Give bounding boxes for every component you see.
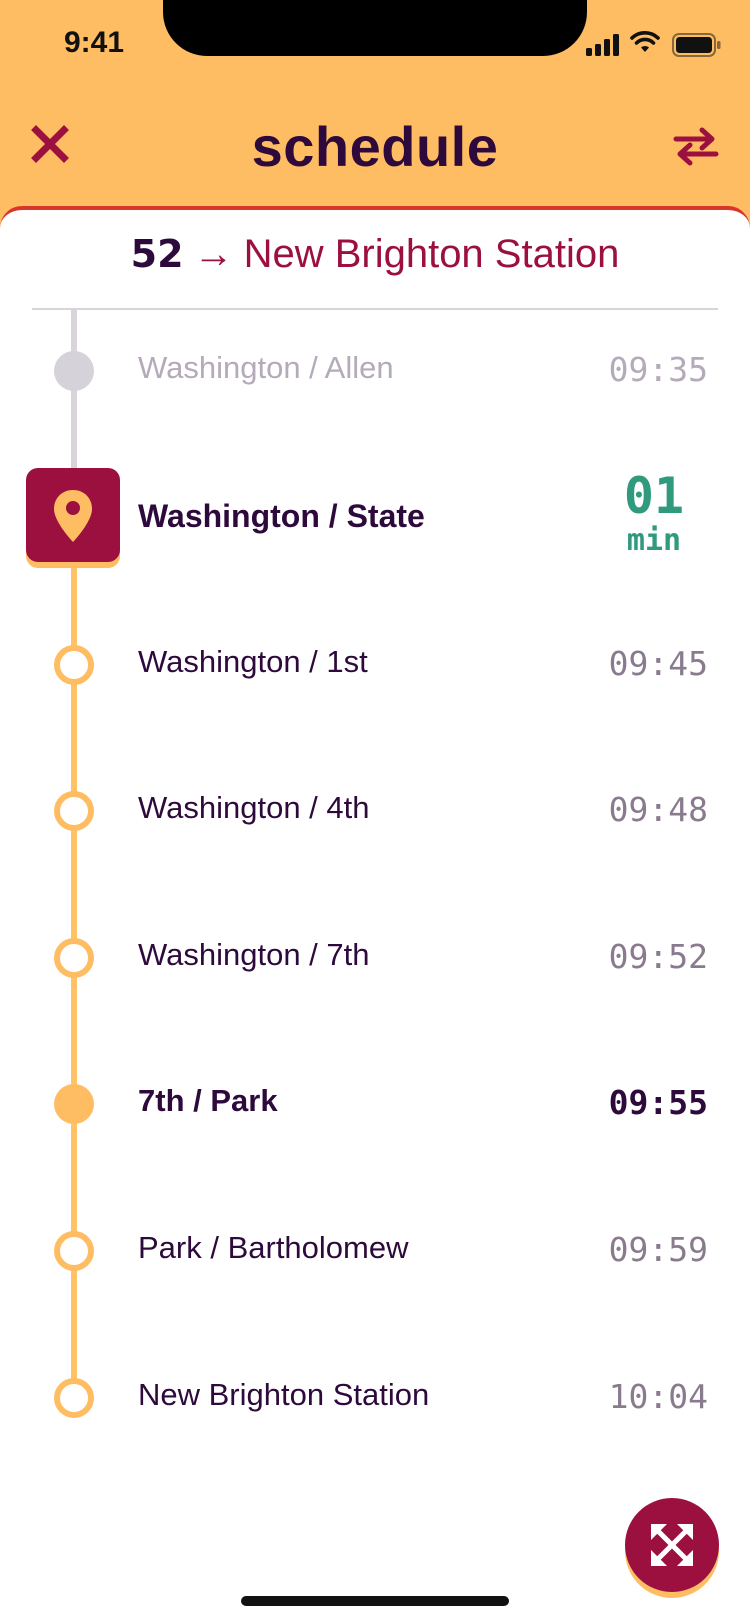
close-button[interactable] [28,122,72,166]
stop-name: Washington / 1st [138,644,368,679]
home-indicator [241,1596,509,1606]
stop-time: 09:35 [608,350,708,389]
header: schedule [0,92,750,210]
stop-row[interactable]: Washington / 4th 09:48 [0,770,750,850]
stop-time: 10:04 [608,1377,708,1416]
divider [32,308,718,310]
stop-name: 7th / Park [138,1083,278,1118]
cellular-signal-icon [586,34,619,56]
eta-display: 01 min [614,468,694,558]
wifi-icon [630,31,660,52]
battery-icon [672,33,721,57]
stop-marker [54,938,94,978]
stop-marker [54,1231,94,1271]
stop-row[interactable]: Washington / Allen 09:35 [0,330,750,410]
stop-row[interactable]: Park / Bartholomew 09:59 [0,1210,750,1290]
swap-direction-button[interactable] [672,126,720,166]
stop-row[interactable]: Washington / 1st 09:45 [0,624,750,704]
stop-name: Washington / State [138,498,425,534]
stop-row-current[interactable]: Washington / State 01 min [0,468,750,568]
stop-row-highlighted[interactable]: 7th / Park 09:55 [0,1063,750,1143]
route-arrow: → [193,232,234,276]
stop-name: Park / Bartholomew [138,1230,409,1265]
stop-marker [54,1378,94,1418]
stop-time: 09:48 [608,790,708,829]
timeline-upcoming-segment [71,560,77,1408]
page-title: schedule [251,115,499,178]
schedule-sheet: 52 → New Brighton Station Washington / All… [0,206,750,1624]
status-bar: 9:41 [0,0,750,92]
status-time: 9:41 [64,26,125,59]
stop-time: 09:52 [608,937,708,976]
route-destination: New Brighton Station [243,232,620,276]
stop-row[interactable]: Washington / 7th 09:52 [0,917,750,997]
timeline-passed-segment [71,310,77,480]
eta-unit: min [626,523,682,558]
stop-marker [54,791,94,831]
current-stop-marker [26,468,120,562]
route-header: 52 → New Brighton Station [0,210,750,308]
close-icon [31,125,69,163]
stop-marker-passed [54,351,94,391]
stop-time: 09:45 [608,644,708,683]
stop-marker-filled [54,1084,94,1124]
notch [163,0,587,56]
stop-name: New Brighton Station [138,1377,430,1412]
swap-arrows-icon [673,127,719,166]
location-pin-icon [54,490,92,542]
stop-name: Washington / Allen [138,350,394,385]
route-number: 52 [130,232,184,276]
expand-map-button[interactable] [625,1498,719,1592]
stop-name: Washington / 7th [138,937,370,972]
stop-time: 09:59 [608,1230,708,1269]
stop-marker [54,645,94,685]
stop-time: 09:55 [608,1083,708,1122]
stop-name: Washington / 4th [138,790,370,825]
stop-row[interactable]: New Brighton Station 10:04 [0,1357,750,1437]
eta-value: 01 [623,467,685,525]
expand-arrows-icon [651,1524,693,1566]
